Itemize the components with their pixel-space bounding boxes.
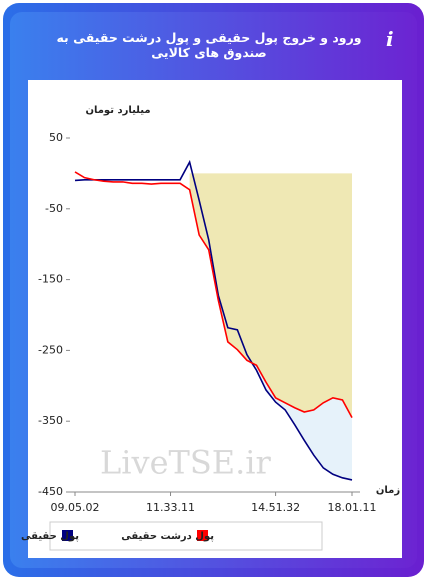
- legend-swatch: [62, 530, 73, 541]
- info-icon[interactable]: i: [386, 27, 394, 51]
- legend-swatch: [197, 530, 208, 541]
- title: ورود و خروج پول حقیقی و پول درشت حقیقی ب…: [56, 30, 362, 60]
- watermark: LiveTSE.ir: [100, 444, 272, 482]
- y-tick-label: -50: [45, 202, 63, 215]
- legend-label: پول حقیقی: [21, 531, 79, 542]
- x-tick-label: 18.01.11: [328, 501, 377, 514]
- x-tick-label: 11.33.11: [146, 501, 195, 514]
- y-tick-label: -450: [38, 485, 63, 498]
- area-fill: [189, 173, 352, 418]
- area-fill: [189, 189, 352, 480]
- x-tick-label: 09.05.02: [51, 501, 100, 514]
- y-axis-label: میلیارد تومان: [85, 105, 150, 116]
- y-tick-label: -350: [38, 414, 63, 427]
- y-tick-label: -250: [38, 343, 63, 356]
- x-tick-label: 14.51.32: [251, 501, 300, 514]
- series-line: [74, 171, 353, 419]
- y-tick-label: 50: [49, 131, 63, 144]
- series-line: [74, 159, 353, 481]
- legend-label: پول درشت حقیقی: [121, 531, 214, 542]
- y-tick-label: -150: [38, 273, 63, 286]
- legend-box: [49, 521, 323, 551]
- x-axis-label: زمان: [376, 485, 400, 496]
